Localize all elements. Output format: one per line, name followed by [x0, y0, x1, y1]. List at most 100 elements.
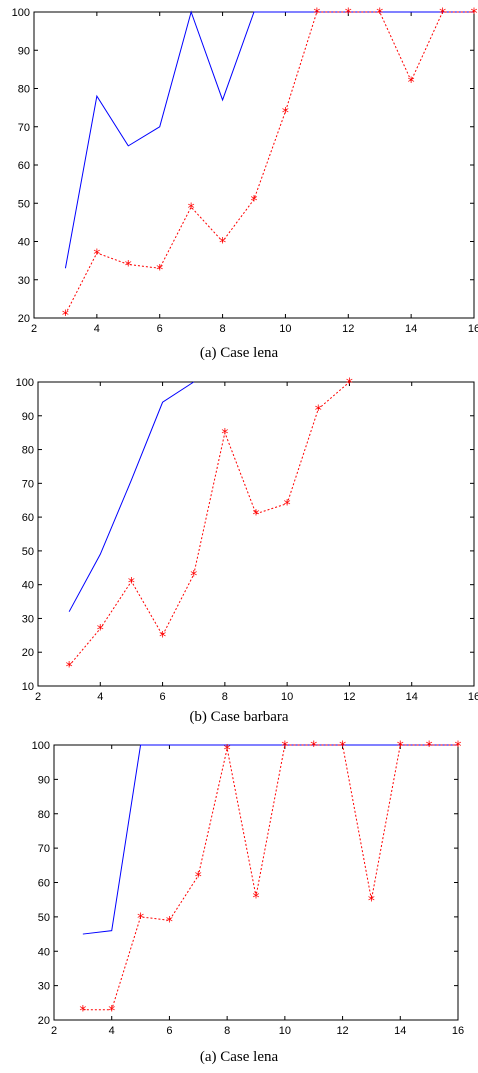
chart-1-y-tick-label: 40	[18, 237, 30, 249]
chart-1-plot-frame	[33, 11, 475, 319]
chart-1-series-2-point: *	[93, 247, 100, 263]
chart-3-x-tick-label: 10	[279, 1025, 291, 1037]
chart-2-series-2-line	[68, 381, 350, 667]
chart-1-y-tick-label: 60	[18, 160, 30, 172]
chart-1-series-2-point: *	[345, 6, 352, 22]
chart-3-x-tick-label: 8	[224, 1025, 230, 1037]
chart-panel-2: 2 4 6 8 10 12 14 16 10 20 30 40 50 60 70 80 90 100 * * * * * * *…	[0, 368, 478, 735]
chart-1-series-2-point: *	[376, 6, 383, 22]
chart-1-series-2-point: *	[156, 262, 163, 278]
chart-3-series-2-point: *	[224, 742, 231, 758]
chart-3-y-tick-label: 30	[38, 981, 50, 993]
chart-2-y-tick-label: 70	[22, 478, 34, 490]
chart-1-series-1-line	[64, 10, 474, 269]
chart-1-caption: (a) Case lena	[199, 345, 279, 361]
chart-1-x-tick-label: 14	[405, 323, 417, 335]
chart-3-x-tick-label: 6	[166, 1025, 172, 1037]
chart-1-series-2-point: *	[282, 105, 289, 121]
chart-2-series-2-point: *	[128, 575, 135, 591]
chart-1-y-tick-label: 90	[18, 45, 30, 57]
chart-3-y-tick-label: 70	[38, 843, 50, 855]
chart-3-plot-frame	[53, 744, 459, 1021]
chart-2-y-tick-label: 30	[22, 613, 34, 625]
chart-1-series-2-point: *	[251, 193, 258, 209]
chart-3-caption: (a) Case lena	[199, 1049, 279, 1065]
chart-3-series-2-point: *	[397, 739, 404, 755]
chart-2-series-1-line	[68, 381, 194, 612]
chart-3-y-tick-label: 40	[38, 946, 50, 958]
chart-2-series-2-point: *	[284, 498, 291, 514]
chart-3-series-2-point: *	[455, 739, 462, 755]
chart-3-series-2-point: *	[137, 911, 144, 927]
chart-1-y-tick-label: 100	[12, 7, 30, 19]
chart-2-series-2-point: *	[190, 569, 197, 585]
chart-3-y-tick-label: 80	[38, 809, 50, 821]
chart-1-y-tick-label: 30	[18, 275, 30, 287]
chart-3-x-tick-label: 4	[109, 1025, 115, 1037]
chart-panel-3: 2 4 6 8 10 12 14 16 20 30 40 50 60 70 80 90 100 * * * * * * * * *…	[0, 735, 478, 1073]
chart-2-x-tick-label: 12	[343, 691, 355, 703]
chart-2-y-tick-label: 10	[22, 681, 34, 693]
chart-2: 2 4 6 8 10 12 14 16 10 20 30 40 50 60 70 80 90 100 * * * * * * *…	[16, 376, 478, 703]
chart-3-y-tick-label: 20	[38, 1015, 50, 1027]
chart-2-x-tick-label: 10	[281, 691, 293, 703]
chart-2-x-tick-label: 4	[97, 691, 103, 703]
chart-1-series-2-point: *	[219, 236, 226, 252]
chart-2-x-tick-label: 6	[160, 691, 166, 703]
chart-3-x-tick-label: 16	[452, 1025, 464, 1037]
chart-1: 2 4 6 8 10 12 14 16 20 30 40 50 60 70 80 90 100 * * * * * * * * *…	[12, 6, 478, 335]
chart-3-series-2-point: *	[426, 739, 433, 755]
chart-2-series-2-point: *	[66, 660, 73, 676]
chart-1-series-2-point: *	[471, 6, 478, 22]
chart-2-x-tick-label: 16	[468, 691, 478, 703]
chart-2-x-tick-label: 8	[222, 691, 228, 703]
chart-3-series-1-line	[82, 744, 458, 935]
chart-1-y-tick-label: 70	[18, 122, 30, 134]
chart-1-y-tick-label: 20	[18, 313, 30, 325]
chart-2-series-2-point: *	[346, 376, 353, 392]
chart-1-series-2-point: *	[125, 258, 132, 274]
chart-2-series-2-point: *	[97, 623, 104, 639]
chart-3-series-2-point: *	[368, 894, 375, 910]
chart-3-series-2-point: *	[166, 914, 173, 930]
chart-3-x-tick-label: 12	[336, 1025, 348, 1037]
chart-3-y-tick-label: 100	[32, 740, 50, 752]
chart-2-series-2-point: *	[253, 508, 260, 524]
chart-2-caption: (b) Case barbara	[189, 709, 289, 725]
chart-2-y-tick-label: 60	[22, 512, 34, 524]
chart-2-y-tick-label: 40	[22, 580, 34, 592]
chart-1-x-tick-label: 12	[342, 323, 354, 335]
chart-3-x-tick-label: 2	[51, 1025, 57, 1037]
chart-3-y-tick-label: 90	[38, 774, 50, 786]
chart-1-series-2-point: *	[62, 308, 69, 324]
chart-1-x-tick-label: 6	[157, 323, 163, 335]
chart-2-series-2-point: *	[159, 629, 166, 645]
chart-3-series-2-point: *	[195, 870, 202, 886]
chart-3: 2 4 6 8 10 12 14 16 20 30 40 50 60 70 80 90 100 * * * * * * * * *…	[32, 739, 464, 1037]
chart-3-series-2-point: *	[310, 739, 317, 755]
chart-2-y-tick-label: 20	[22, 647, 34, 659]
chart-3-x-tick-label: 14	[394, 1025, 406, 1037]
chart-3-series-2-point: *	[79, 1004, 86, 1020]
chart-3-y-tick-label: 60	[38, 878, 50, 890]
chart-1-x-tick-label: 16	[468, 323, 478, 335]
chart-2-series-2-point: *	[221, 427, 228, 443]
chart-1-x-tick-label: 8	[220, 323, 226, 335]
chart-2-y-tick-label: 90	[22, 411, 34, 423]
chart-1-series-2-point: *	[408, 75, 415, 91]
chart-2-y-tick-label: 50	[22, 546, 34, 558]
chart-2-x-tick-label: 2	[35, 691, 41, 703]
chart-1-x-tick-label: 4	[94, 323, 100, 335]
chart-1-y-tick-label: 80	[18, 84, 30, 96]
chart-2-y-tick-label: 80	[22, 445, 34, 457]
chart-2-x-tick-label: 14	[406, 691, 418, 703]
chart-3-series-2-point: *	[108, 1004, 115, 1020]
chart-2-plot-frame	[37, 381, 475, 687]
chart-1-y-tick-label: 50	[18, 198, 30, 210]
chart-1-series-2-point: *	[439, 6, 446, 22]
chart-panel-1: 2 4 6 8 10 12 14 16 20 30 40 50 60 70 80 90 100 * * * * * * * * *…	[0, 0, 478, 368]
chart-2-series-2-point: *	[315, 403, 322, 419]
chart-3-series-2-line	[82, 744, 458, 1011]
chart-3-series-2-point: *	[281, 739, 288, 755]
chart-1-series-2-point: *	[188, 201, 195, 217]
